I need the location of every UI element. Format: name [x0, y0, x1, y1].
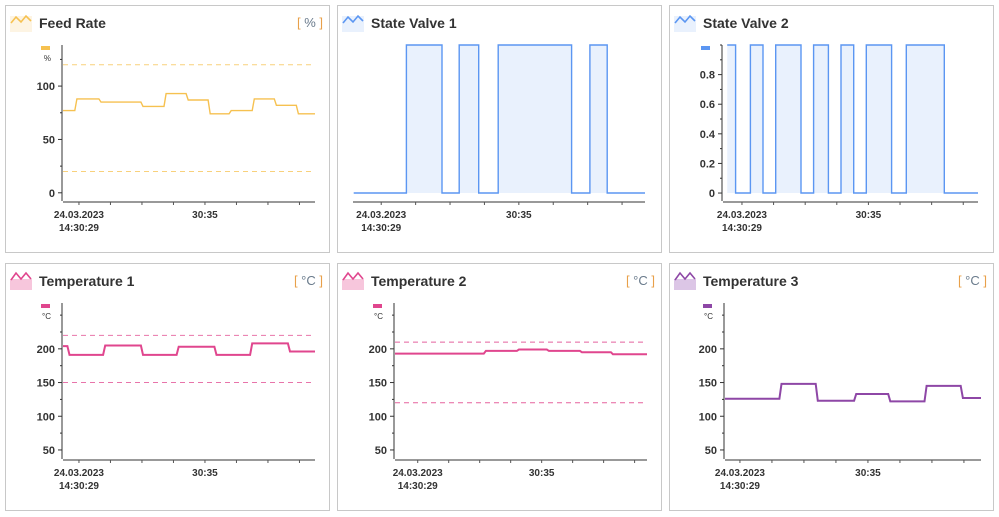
area-chart-icon: [342, 271, 364, 290]
x-tick-label: 30:35: [855, 468, 881, 479]
unit-label: [ °C ]: [293, 273, 323, 288]
x-tick-label: 24.03.2023: [715, 468, 765, 479]
x-tick-label: 24.03.2023: [54, 468, 104, 479]
x-tick-label: 14:30:29: [398, 481, 438, 492]
series-line: [395, 348, 647, 356]
area-chart-icon: [10, 271, 32, 290]
x-tick-label: 14:30:29: [59, 481, 99, 492]
y-tick-label: 150: [699, 378, 717, 390]
series-line: [725, 382, 981, 403]
series-area: [353, 45, 645, 194]
chart-panel-temperature-1: Temperature 1 [ °C ] °C 50 100 150 200 24.03.…: [5, 263, 330, 511]
chart-plot[interactable]: 24.03.2023 14:30:29 30:35: [338, 6, 661, 252]
chart-plot[interactable]: °C 50 100 150 200 24.03.2023 14:30:29 30:35: [6, 264, 329, 510]
panel-header: Temperature 1 [ °C ]: [10, 270, 323, 292]
chart-panel-state-valve-1: State Valve 1 [ ] 24.03.2023 14:30:29 30:3…: [337, 5, 662, 253]
y-unit-label: °C: [374, 312, 383, 321]
y-tick-label: 150: [369, 378, 387, 390]
y-tick-label: 0.2: [700, 158, 715, 170]
x-tick-label: 14:30:29: [722, 223, 762, 234]
y-tick-label: 150: [37, 378, 55, 390]
x-tick-label: 24.03.2023: [356, 210, 406, 221]
x-tick-label: 30:35: [506, 210, 532, 221]
unit-value: °C: [301, 273, 316, 288]
x-tick-label: 30:35: [192, 210, 218, 221]
unit-label: [ °C ]: [957, 273, 987, 288]
y-tick-label: 50: [43, 445, 55, 457]
chart-panel-feed-rate: Feed Rate [ % ] % 0 50 100 24.03.2023 14:30:2…: [5, 5, 330, 253]
chart-plot[interactable]: °C 50 100 150 200 24.03.2023 14:30:29 30:35: [670, 264, 993, 510]
y-tick-label: 100: [37, 81, 55, 93]
chart-title: Temperature 1: [39, 273, 135, 289]
chart-title: State Valve 1: [371, 15, 457, 31]
y-tick-label: 0: [49, 188, 55, 200]
area-chart-icon: [674, 271, 696, 290]
chart-title: State Valve 2: [703, 15, 789, 31]
unit-label: [ °C ]: [625, 273, 655, 288]
panel-header: Feed Rate [ % ]: [10, 12, 323, 34]
unit-value: °C: [965, 273, 980, 288]
y-tick-label: 200: [369, 344, 387, 356]
line-chart-icon: [10, 14, 32, 32]
y-tick-label: 100: [369, 411, 387, 423]
chart-panel-temperature-2: Temperature 2 [ °C ] °C 50 100 150 200 24.03.…: [337, 263, 662, 511]
chart-panel-temperature-3: Temperature 3 [ °C ] °C 50 100 150 200 24.03.…: [669, 263, 994, 511]
y-tick-label: 100: [699, 411, 717, 423]
series-line: [353, 44, 645, 194]
series-area: [727, 45, 978, 194]
y-tick-label: 50: [375, 445, 387, 457]
chart-plot[interactable]: % 0 50 100 24.03.2023 14:30:29 30:35: [6, 6, 329, 252]
x-tick-label: 30:35: [529, 468, 555, 479]
x-tick-label: 14:30:29: [720, 481, 760, 492]
y-tick-label: 0.8: [700, 70, 715, 82]
chart-title: Feed Rate: [39, 15, 106, 31]
x-tick-label: 30:35: [192, 468, 218, 479]
unit-value: %: [304, 15, 316, 30]
legend-swatch: [703, 304, 712, 308]
y-tick-label: 0.4: [700, 129, 716, 141]
series-line: [63, 342, 315, 356]
x-tick-label: 24.03.2023: [54, 210, 104, 221]
y-unit-label: °C: [704, 312, 713, 321]
y-tick-label: 50: [43, 134, 55, 146]
x-tick-label: 24.03.2023: [717, 210, 767, 221]
x-tick-label: 30:35: [856, 210, 882, 221]
panel-header: State Valve 2 [ ]: [674, 12, 987, 34]
chart-panel-state-valve-2: State Valve 2 [ ] 0 0.2 0.4 0.6 0.8 24.03.202…: [669, 5, 994, 253]
line-chart-icon: [674, 14, 696, 32]
series-line: [63, 92, 315, 115]
chart-title: Temperature 2: [371, 273, 467, 289]
panel-header: Temperature 3 [ °C ]: [674, 270, 987, 292]
series-line: [727, 44, 978, 194]
y-tick-label: 200: [37, 344, 55, 356]
panel-header: Temperature 2 [ °C ]: [342, 270, 655, 292]
chart-plot[interactable]: 0 0.2 0.4 0.6 0.8 24.03.2023 14:30:29 30:35: [670, 6, 993, 252]
y-tick-label: 0: [709, 188, 715, 200]
legend-swatch: [41, 46, 50, 50]
x-tick-label: 14:30:29: [59, 223, 99, 234]
unit-label: [ % ]: [296, 15, 323, 30]
chart-title: Temperature 3: [703, 273, 799, 289]
y-tick-label: 100: [37, 411, 55, 423]
x-tick-label: 14:30:29: [361, 223, 401, 234]
y-unit-label: %: [44, 54, 51, 63]
legend-swatch: [41, 304, 50, 308]
line-chart-icon: [342, 14, 364, 32]
x-tick-label: 24.03.2023: [393, 468, 443, 479]
legend-swatch: [373, 304, 382, 308]
legend-swatch: [701, 46, 710, 50]
unit-value: °C: [633, 273, 648, 288]
y-tick-label: 50: [705, 445, 717, 457]
chart-plot[interactable]: °C 50 100 150 200 24.03.2023 14:30:29 30:35: [338, 264, 661, 510]
panel-header: State Valve 1 [ ]: [342, 12, 655, 34]
y-tick-label: 200: [699, 344, 717, 356]
y-tick-label: 0.6: [700, 99, 715, 111]
y-unit-label: °C: [42, 312, 51, 321]
